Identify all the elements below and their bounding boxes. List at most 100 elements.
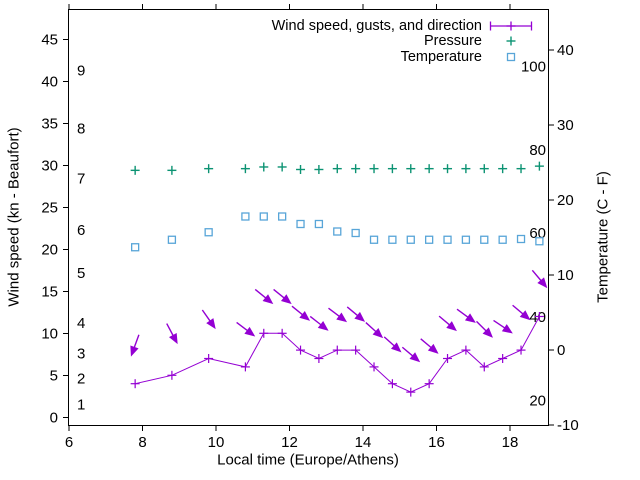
gust-arrow-shaft — [133, 334, 140, 348]
gust-arrow-shaft — [201, 309, 211, 322]
gust-arrow-head — [501, 324, 513, 334]
gust-arrow-shaft — [531, 269, 542, 282]
gust-arrow-head — [299, 311, 311, 321]
pressure-series — [130, 161, 544, 175]
y-right-tick-label: 20 — [557, 192, 574, 209]
gust-arrow-head — [519, 310, 531, 321]
beaufort-scale-label: 3 — [77, 345, 85, 362]
gust-direction-arrows — [130, 269, 548, 363]
legend-label-wind: Wind speed, gusts, and direction — [271, 17, 482, 34]
y-left-tick-label: 0 — [50, 409, 58, 426]
y-left-tick-label: 10 — [41, 325, 58, 342]
temperature-point — [535, 237, 544, 246]
temperature-point — [443, 235, 452, 244]
fahrenheit-scale-label: 100 — [521, 59, 546, 76]
gust-arrow-head — [168, 333, 178, 345]
y-right-tick-label: 40 — [557, 42, 574, 59]
beaufort-scale-label: 4 — [77, 315, 85, 332]
gust-arrow-head — [262, 294, 274, 305]
gust-arrow-head — [206, 318, 216, 330]
wind-series — [130, 312, 544, 397]
gust-arrow-head — [336, 312, 348, 323]
gust-arrow-shaft — [309, 315, 322, 326]
plot-border — [68, 9, 549, 426]
temperature-point — [406, 235, 415, 244]
pressure-series-glyph — [506, 36, 516, 46]
gust-arrow-shaft — [493, 319, 506, 329]
gust-arrow-shaft — [236, 321, 248, 332]
x-axis-label: Local time (Europe/Athens) — [217, 451, 399, 469]
y-right-tick-label: 30 — [557, 117, 574, 134]
axis-tick-labels: 6 8 10 12 14 16 18051015202530354045-100102030… — [41, 31, 578, 451]
y-right-tick-label: -10 — [557, 417, 579, 434]
legend-row-wind: Wind speed, gusts, and direction — [272, 18, 533, 34]
gust-arrow-shaft — [254, 288, 267, 299]
gust-arrow-head — [482, 327, 493, 338]
legend-label-pressure: Pressure — [423, 33, 482, 50]
gust-arrow-shaft — [512, 304, 524, 315]
temperature-point — [314, 219, 324, 229]
gust-arrow-shaft — [438, 315, 450, 326]
gust-arrow-shaft — [365, 322, 377, 333]
gust-arrow-head — [280, 294, 292, 305]
y-axis-label-right: Temperature (C - F) — [594, 171, 612, 303]
y-left-tick-label: 30 — [41, 157, 58, 174]
temperature-point — [480, 235, 489, 244]
legend-row-pressure: Pressure — [272, 33, 533, 50]
temperature-point — [130, 243, 140, 252]
temperature-point — [296, 219, 305, 229]
legend-label-temperature: Temperature — [400, 48, 482, 65]
temperature-point — [204, 228, 213, 237]
x-tick-label: 8 — [138, 434, 146, 451]
x-tick-label: 14 — [355, 434, 372, 451]
y-left-tick-label: 5 — [50, 367, 58, 384]
gust-arrow-head — [390, 342, 402, 353]
x-tick-label: 16 — [428, 434, 445, 451]
temperature-point — [241, 212, 250, 221]
y-left-tick-label: 20 — [41, 241, 58, 258]
legend: Wind speed, gusts, and direction Pressur… — [272, 18, 533, 65]
gust-arrow-shaft — [401, 346, 414, 357]
y-left-tick-label: 45 — [41, 31, 58, 48]
axis-ticks — [63, 4, 554, 431]
temperature-point — [167, 235, 177, 244]
x-tick-label: 12 — [281, 434, 298, 451]
gust-arrow-head — [464, 313, 476, 323]
temperature-point — [259, 212, 268, 221]
y-left-tick-label: 25 — [41, 199, 58, 216]
gust-arrow-head — [537, 277, 548, 289]
temperature-point — [388, 235, 397, 244]
x-tick-label: 18 — [502, 434, 519, 451]
beaufort-scale-label: 1 — [77, 397, 85, 414]
gust-arrow-shaft — [291, 305, 303, 316]
gust-arrow-head — [130, 345, 139, 357]
gust-arrow-shaft — [166, 323, 174, 336]
gust-arrow-head — [446, 321, 457, 332]
y-left-tick-label: 35 — [41, 115, 58, 132]
beaufort-scale-label: 9 — [77, 62, 85, 79]
y-right-tick-label: 10 — [557, 267, 574, 284]
gust-arrow-head — [354, 311, 366, 322]
y-left-tick-label: 40 — [41, 73, 58, 90]
gust-arrow-head — [409, 352, 421, 363]
temperature-point — [516, 234, 526, 244]
temperature-point — [498, 235, 507, 244]
y-right-tick-label: 0 — [557, 342, 565, 359]
fahrenheit-scale-label: 20 — [529, 392, 546, 409]
beaufort-scale-label: 2 — [77, 371, 85, 388]
gust-arrow-shaft — [420, 338, 432, 349]
fahrenheit-scale-label: 80 — [529, 142, 546, 159]
temperature-point — [424, 235, 434, 244]
temperature-point — [333, 227, 342, 236]
beaufort-scale-label: 8 — [77, 120, 85, 137]
gust-arrow-shaft — [383, 336, 395, 347]
gust-arrow-shaft — [328, 307, 340, 317]
beaufort-scale-label: 5 — [77, 265, 85, 282]
gust-arrow-shaft — [456, 308, 469, 318]
temperature-point — [369, 235, 379, 244]
temperature-series-glyph — [506, 52, 516, 61]
gust-arrow-head — [427, 343, 439, 354]
temperature-point — [461, 235, 471, 244]
